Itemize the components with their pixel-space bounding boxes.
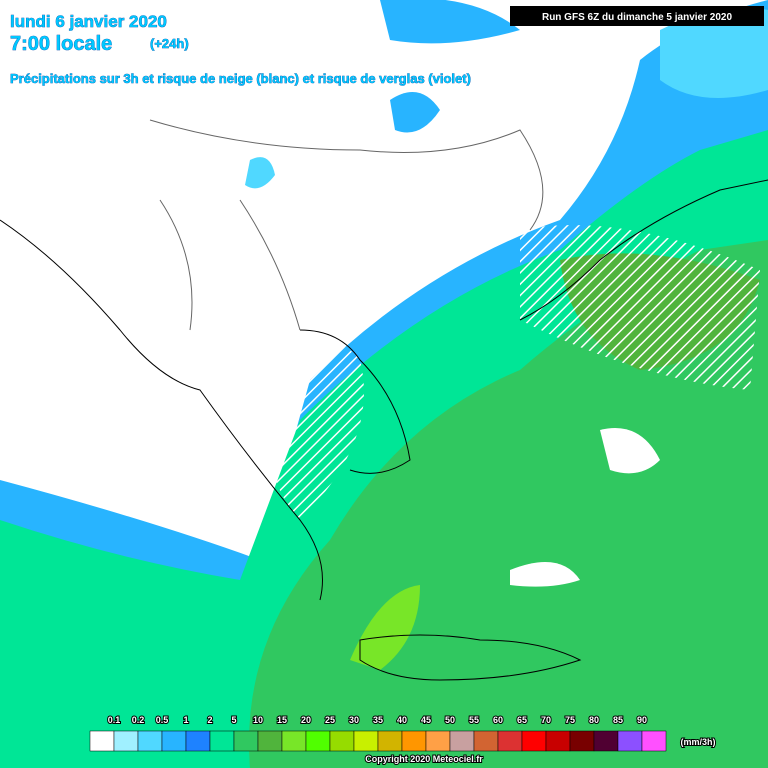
run-box (510, 6, 764, 26)
legend-label: 80 (589, 715, 599, 725)
run-label: Run GFS 6Z du dimanche 5 janvier 2020 (542, 12, 732, 23)
legend-swatch (257, 730, 283, 752)
legend-label: 60 (493, 715, 503, 725)
legend-label: 0.2 (132, 715, 145, 725)
legend-swatch (281, 730, 307, 752)
legend-swatch (617, 730, 643, 752)
legend-label: 25 (325, 715, 335, 725)
legend-swatch (593, 730, 619, 752)
legend-label: 40 (397, 715, 407, 725)
legend-label: 10 (253, 715, 263, 725)
legend-label: 75 (565, 715, 575, 725)
legend-swatch (521, 730, 547, 752)
legend-swatch (137, 730, 163, 752)
legend-label: 0.5 (156, 715, 169, 725)
legend-label: 20 (301, 715, 311, 725)
legend: 0.1 0.2 0.5 1 2 5 10 15 20 25 30 35 40 45 50 55 60 65 70 75… (89, 714, 667, 752)
legend-swatch (569, 730, 595, 752)
forecast-time: 7:00 locale (10, 33, 112, 55)
coastlines (0, 119, 768, 681)
legend-swatch (473, 730, 499, 752)
legend-label: 55 (469, 715, 479, 725)
legend-swatch (449, 730, 475, 752)
legend-label: 90 (637, 715, 647, 725)
legend-swatch (401, 730, 427, 752)
legend-swatch (353, 730, 379, 752)
legend-swatch (425, 730, 451, 752)
legend-swatch (161, 730, 187, 752)
legend-label: 45 (421, 715, 431, 725)
legend-label: 85 (613, 715, 623, 725)
copyright: Copyright 2020 Meteociel.fr (365, 754, 483, 764)
legend-label: 1 (183, 715, 188, 725)
forecast-date: lundi 6 janvier 2020 (10, 12, 167, 31)
legend-label: 65 (517, 715, 527, 725)
legend-swatch (113, 730, 139, 752)
legend-swatch (233, 730, 259, 752)
legend-swatch (89, 730, 115, 752)
forecast-offset: (+24h) (150, 36, 189, 51)
legend-label: 50 (445, 715, 455, 725)
legend-swatch (209, 730, 235, 752)
legend-swatch (329, 730, 355, 752)
legend-label: 15 (277, 715, 287, 725)
legend-swatch (641, 730, 667, 752)
legend-label: 30 (349, 715, 359, 725)
legend-swatch (377, 730, 403, 752)
legend-label: 2 (207, 715, 212, 725)
legend-label: 35 (373, 715, 383, 725)
legend-swatch (497, 730, 523, 752)
legend-label: 0.1 (108, 715, 121, 725)
legend-unit: (mm/3h) (680, 737, 715, 747)
legend-swatch (185, 730, 211, 752)
map-subtitle: Précipitations sur 3h et risque de neige… (10, 71, 471, 86)
legend-swatch (545, 730, 571, 752)
legend-label: 70 (541, 715, 551, 725)
legend-swatch (305, 730, 331, 752)
legend-label: 5 (231, 715, 236, 725)
